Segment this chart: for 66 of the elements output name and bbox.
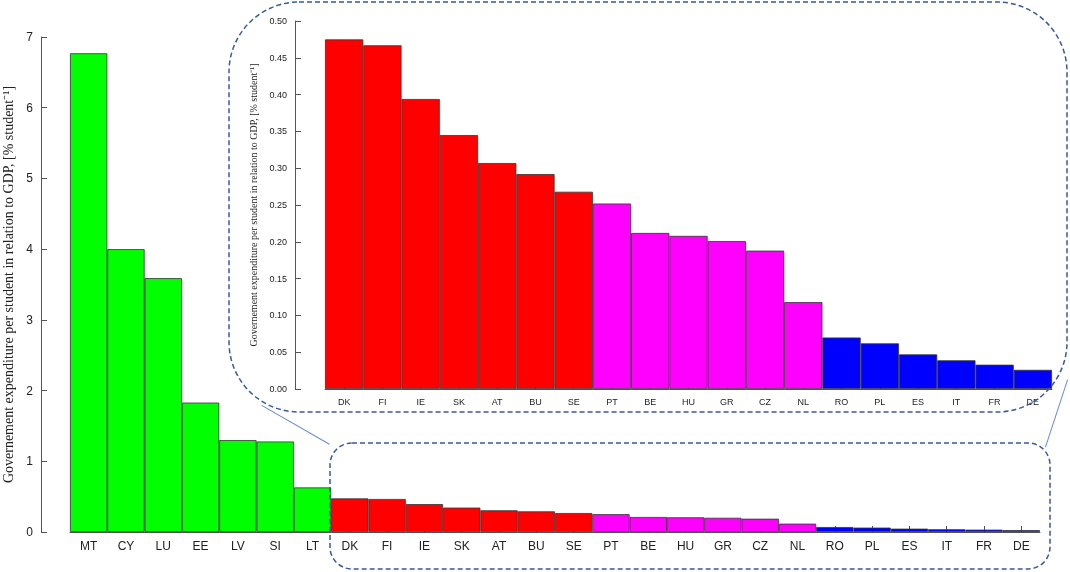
y-tick-label: 0.40 <box>269 89 287 100</box>
x-tick-label: CZ <box>759 396 772 407</box>
x-tick-label: MT <box>79 539 98 553</box>
x-tick-label: CY <box>117 539 135 553</box>
x-tick-label: HU <box>676 539 695 553</box>
y-tick-label: 4 <box>26 242 34 257</box>
y-axis-title: Governement expenditure per student in relation to GDP, [% student⁻¹] <box>0 85 16 484</box>
x-tick-label: IE <box>416 396 425 407</box>
x-tick-label: ES <box>912 396 925 407</box>
x-tick-label: PT <box>606 396 619 407</box>
x-tick-label: IT <box>941 539 953 553</box>
x-tick-label: GR <box>720 396 735 407</box>
x-tick-label: FR <box>988 396 1002 407</box>
x-tick-label: DK <box>337 396 351 407</box>
x-tick-label: PT <box>603 539 620 553</box>
x-tick-label: RO <box>834 396 849 407</box>
x-tick-label: NL <box>797 396 810 407</box>
y-tick-label: 0.25 <box>269 200 287 210</box>
y-tick-label: 5 <box>26 171 34 186</box>
y-tick-label: 0.30 <box>269 163 287 174</box>
x-tick-label: DE <box>1026 396 1040 407</box>
x-tick-label: PL <box>874 396 886 407</box>
x-tick-label: FR <box>976 539 993 553</box>
x-tick-label: IT <box>952 396 961 407</box>
x-tick-label: FI <box>378 396 387 407</box>
y-tick-label: 1 <box>26 454 34 469</box>
x-tick-label: DK <box>341 539 359 553</box>
y-tick-label: 0.15 <box>269 273 287 284</box>
x-tick-label: SK <box>452 396 465 407</box>
y-tick-label: 0.45 <box>269 52 287 63</box>
x-tick-label: BE <box>644 396 657 407</box>
x-tick-label: LV <box>230 539 245 553</box>
x-tick-label: SE <box>567 396 580 407</box>
x-tick-label: IE <box>418 539 431 553</box>
x-tick-label: AT <box>491 396 504 407</box>
y-axis-title: Governement expenditure per student in relation to GDP, [% student⁻¹] <box>248 63 260 347</box>
y-tick-label: 0.05 <box>269 347 287 358</box>
x-tick-label: SE <box>565 539 582 553</box>
x-tick-label: NL <box>789 539 806 553</box>
y-tick-label: 7 <box>26 30 34 44</box>
y-tick-label: 0.50 <box>269 16 287 26</box>
x-tick-label: BU <box>529 396 542 407</box>
x-tick-label: LU <box>155 539 171 553</box>
y-tick-label: 0 <box>26 525 34 539</box>
x-tick-label: RO <box>825 539 844 553</box>
y-tick-label: 3 <box>26 312 34 327</box>
x-tick-label: FI <box>381 539 393 553</box>
x-tick-label: EE <box>192 539 209 553</box>
x-tick-label: SI <box>269 539 281 553</box>
y-tick-label: 2 <box>26 383 34 398</box>
x-tick-label: BE <box>640 539 657 553</box>
x-tick-label: DE <box>1013 539 1030 553</box>
y-tick-label: 0.10 <box>269 310 287 321</box>
y-tick-label: 0.00 <box>269 384 287 394</box>
x-tick-label: GR <box>713 539 733 553</box>
y-tick-label: 0.35 <box>269 126 287 137</box>
x-tick-label: ES <box>901 539 918 553</box>
x-tick-label: AT <box>491 539 507 553</box>
x-tick-label: CZ <box>752 539 769 553</box>
x-tick-label: SK <box>453 539 470 553</box>
y-tick-label: 6 <box>26 100 34 115</box>
y-tick-label: 0.20 <box>269 236 287 247</box>
x-tick-label: LT <box>305 539 320 553</box>
x-tick-label: PL <box>864 539 880 553</box>
x-tick-label: HU <box>682 396 695 407</box>
x-tick-label: BU <box>528 539 545 553</box>
